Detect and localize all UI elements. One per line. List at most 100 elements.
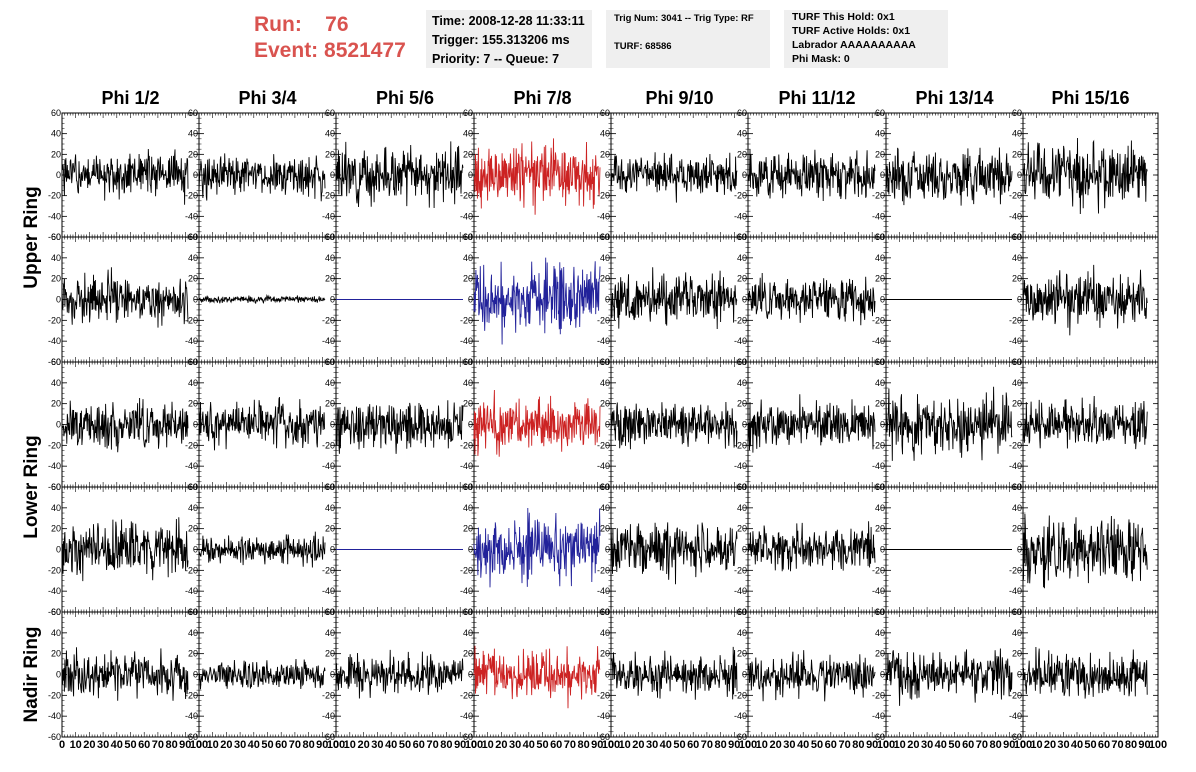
y-tick-label: -40 [597,336,610,346]
y-tick-label: -40 [1009,211,1022,221]
y-tick-label: -20 [597,315,610,325]
y-tick-label: 20 [600,274,610,284]
y-tick-label: 0 [56,545,61,555]
y-tick-label: -20 [734,191,747,201]
waveform-trace [198,294,326,305]
y-tick-label: -20 [597,191,610,201]
y-tick-label: -40 [322,336,335,346]
y-tick-label: -40 [48,211,61,221]
y-tick-label: -20 [872,315,885,325]
y-tick-label: -40 [734,461,747,471]
y-tick-label: 40 [188,129,198,139]
y-tick-label: -20 [597,565,610,575]
y-tick-label: 0 [742,170,747,180]
y-tick-label: 0 [1017,170,1022,180]
waveform-trace [473,507,601,588]
labrador-text: Labrador AAAAAAAAAA [792,39,916,51]
y-tick-label: 20 [737,399,747,409]
y-tick-label: 60 [600,357,610,367]
y-tick-label: 20 [463,399,473,409]
y-tick-label: 60 [600,232,610,242]
y-tick-label: 40 [875,129,885,139]
y-tick-label: 40 [325,253,335,263]
waveform-trace [61,517,189,582]
y-tick-label: -40 [460,211,473,221]
y-tick-label: -20 [1009,440,1022,450]
y-tick-label: 40 [51,253,61,263]
y-tick-label: -40 [185,461,198,471]
y-tick-label: -20 [734,315,747,325]
y-tick-label: 20 [325,399,335,409]
waveform-trace [61,148,189,205]
y-tick-label: 20 [463,524,473,534]
y-tick-label: 0 [880,170,885,180]
y-tick-label: 0 [468,295,473,305]
y-tick-label: 60 [51,357,61,367]
y-tick-label: 20 [737,149,747,159]
y-tick-label: 60 [875,357,885,367]
column-header: Phi 5/6 [376,88,434,108]
ring-label: Upper Ring [21,186,42,288]
column-header: Phi 15/16 [1051,88,1129,108]
y-tick-label: -20 [322,191,335,201]
priority-text: Priority: 7 -- Queue: 7 [432,52,560,66]
y-tick-label: 0 [330,545,335,555]
y-tick-label: 0 [1017,420,1022,430]
y-tick-label: 0 [193,170,198,180]
y-tick-label: 40 [600,378,610,388]
waveform-trace [198,531,326,568]
y-tick-label: 0 [742,295,747,305]
y-tick-label: 20 [188,524,198,534]
y-tick-label: -20 [734,440,747,450]
event-label: Event: [254,39,319,62]
y-tick-label: -20 [872,191,885,201]
y-tick-label: 20 [51,524,61,534]
y-tick-label: -20 [322,565,335,575]
run-label: Run: [254,13,302,36]
y-tick-label: -60 [48,607,61,617]
y-tick-label: -20 [460,565,473,575]
y-tick-label: -40 [322,211,335,221]
y-tick-label: 40 [463,378,473,388]
trigger-text: Trigger: 155.313206 ms [432,33,570,47]
y-tick-label: -40 [460,336,473,346]
y-tick-label: 60 [463,232,473,242]
y-tick-label: 40 [463,129,473,139]
y-tick-label: 0 [56,295,61,305]
y-tick-label: 40 [875,378,885,388]
y-tick-label: 40 [463,503,473,513]
waveform-trace [1022,264,1148,336]
waveform-trace [747,149,876,202]
waveform-trace [1022,395,1148,450]
y-tick-label: -40 [597,586,610,596]
y-tick-label: 60 [1012,357,1022,367]
y-tick-label: 60 [737,232,747,242]
y-tick-label: -20 [48,315,61,325]
y-tick-label: -20 [460,315,473,325]
y-tick-label: -40 [48,461,61,471]
y-tick-label: -20 [872,440,885,450]
y-tick-label: -40 [872,336,885,346]
y-tick-label: -40 [1009,461,1022,471]
waveform-trace [335,141,464,209]
y-tick-label: -40 [48,586,61,596]
y-tick-label: 20 [600,399,610,409]
turf-active-holds-text: TURF Active Holds: 0x1 [792,25,911,37]
y-tick-label: -20 [597,440,610,450]
y-tick-label: -60 [48,482,61,492]
y-tick-label: 40 [600,503,610,513]
y-tick-label: 60 [600,108,610,118]
y-tick-label: 0 [468,170,473,180]
y-tick-label: -60 [48,232,61,242]
y-tick-label: 20 [1012,274,1022,284]
waveform-trace [198,153,326,202]
y-tick-label: 20 [463,274,473,284]
y-tick-label: 60 [1012,232,1022,242]
y-tick-label: 20 [188,274,198,284]
y-tick-label: 0 [605,545,610,555]
y-tick-label: 60 [737,357,747,367]
y-tick-label: 0 [56,170,61,180]
y-tick-label: -40 [185,211,198,221]
turf-this-hold-text: TURF This Hold: 0x1 [792,11,895,23]
turf-text: TURF: 68586 [614,41,672,52]
